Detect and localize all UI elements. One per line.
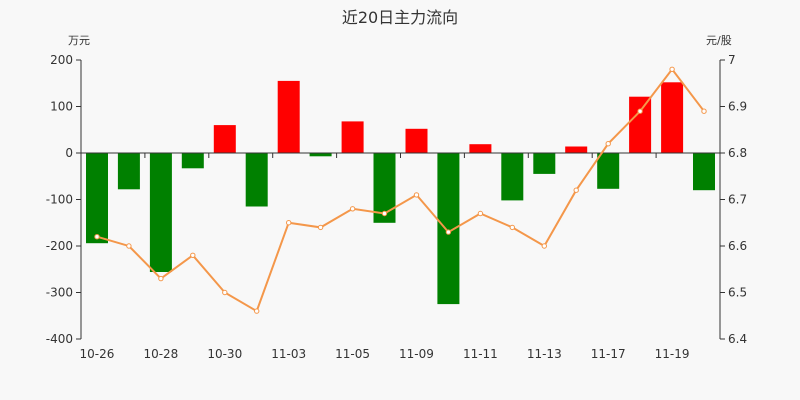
right-axis-tick-label: 6.4 (728, 332, 747, 346)
bar (501, 153, 524, 201)
bar (86, 153, 108, 244)
bar (373, 153, 396, 223)
price-point-marker (158, 275, 164, 282)
price-point-marker (413, 192, 420, 198)
bar (341, 121, 364, 153)
bar (565, 146, 588, 153)
left-axis-tick-label: -400 (46, 332, 73, 346)
bar (309, 153, 332, 157)
right-axis-tick-label: 6.8 (728, 146, 747, 160)
bar (245, 153, 268, 207)
bar (693, 153, 715, 191)
chart-title: 近20日主力流向 (341, 8, 459, 27)
x-axis-tick-label: 11-19 (655, 347, 690, 361)
left-axis-tick-label: 0 (65, 146, 73, 160)
x-axis-tick-label: 10-28 (143, 347, 178, 361)
bar (661, 82, 684, 153)
x-axis-tick-label: 11-03 (271, 347, 306, 361)
bar (533, 153, 556, 174)
price-line (96, 67, 705, 313)
price-point-marker (254, 308, 260, 314)
right-axis-tick-label: 6.5 (728, 286, 747, 300)
left-axis-tick-label: 200 (50, 53, 73, 67)
price-point-marker (222, 289, 228, 296)
left-axis-unit: 万元 (68, 34, 90, 47)
right-axis-tick-label: 6.6 (728, 239, 747, 253)
price-point-marker (477, 210, 484, 217)
left-axis-tick-label: -100 (46, 193, 73, 207)
x-axis-tick-label: 10-30 (207, 347, 242, 361)
price-point-marker (190, 252, 196, 259)
bar (277, 80, 300, 153)
price-point-marker (669, 66, 675, 73)
price-point-marker (349, 206, 356, 212)
price-point-marker (94, 234, 100, 240)
bar (117, 153, 140, 190)
left-axis-tick-label: -200 (46, 239, 73, 253)
x-axis-tick-label: 11-09 (399, 347, 434, 361)
price-point-marker (126, 243, 132, 249)
bar (405, 128, 428, 153)
price-point-marker (445, 229, 452, 235)
right-axis-tick-label: 6.9 (728, 100, 747, 114)
price-point-marker (317, 224, 324, 231)
left-axis-tick-label: 100 (50, 100, 73, 114)
bar-series (86, 80, 715, 305)
right-axis-tick-label: 7 (728, 53, 736, 67)
price-point-marker (381, 210, 388, 217)
price-point-marker (509, 224, 515, 231)
right-axis-tick-label: 6.7 (728, 193, 747, 207)
price-point-marker (573, 187, 579, 193)
x-axis-tick-label: 10-26 (80, 347, 115, 361)
price-line-series (94, 66, 707, 314)
x-axis-tick-label: 11-13 (527, 347, 562, 361)
bar (597, 153, 620, 189)
bar (437, 153, 460, 305)
bar (469, 144, 492, 153)
bar (213, 125, 236, 153)
x-axis-tick-label: 11-11 (463, 347, 498, 361)
right-axis-unit: 元/股 (706, 34, 732, 47)
price-point-marker (541, 243, 547, 249)
bar (181, 153, 204, 169)
price-point-marker (605, 141, 611, 147)
x-axis-tick-label: 11-17 (591, 347, 626, 361)
price-point-marker (286, 220, 292, 226)
left-axis-tick-label: -300 (46, 286, 73, 300)
x-axis-tick-label: 11-05 (335, 347, 370, 361)
price-point-marker (701, 108, 707, 114)
axes: 200 100 0 -100 -200 -300 -400 7 6.9 6.8 6.7 6.6 6.5 6… (46, 53, 747, 361)
bar (629, 96, 652, 153)
bar (149, 153, 172, 272)
price-point-marker (637, 108, 643, 114)
